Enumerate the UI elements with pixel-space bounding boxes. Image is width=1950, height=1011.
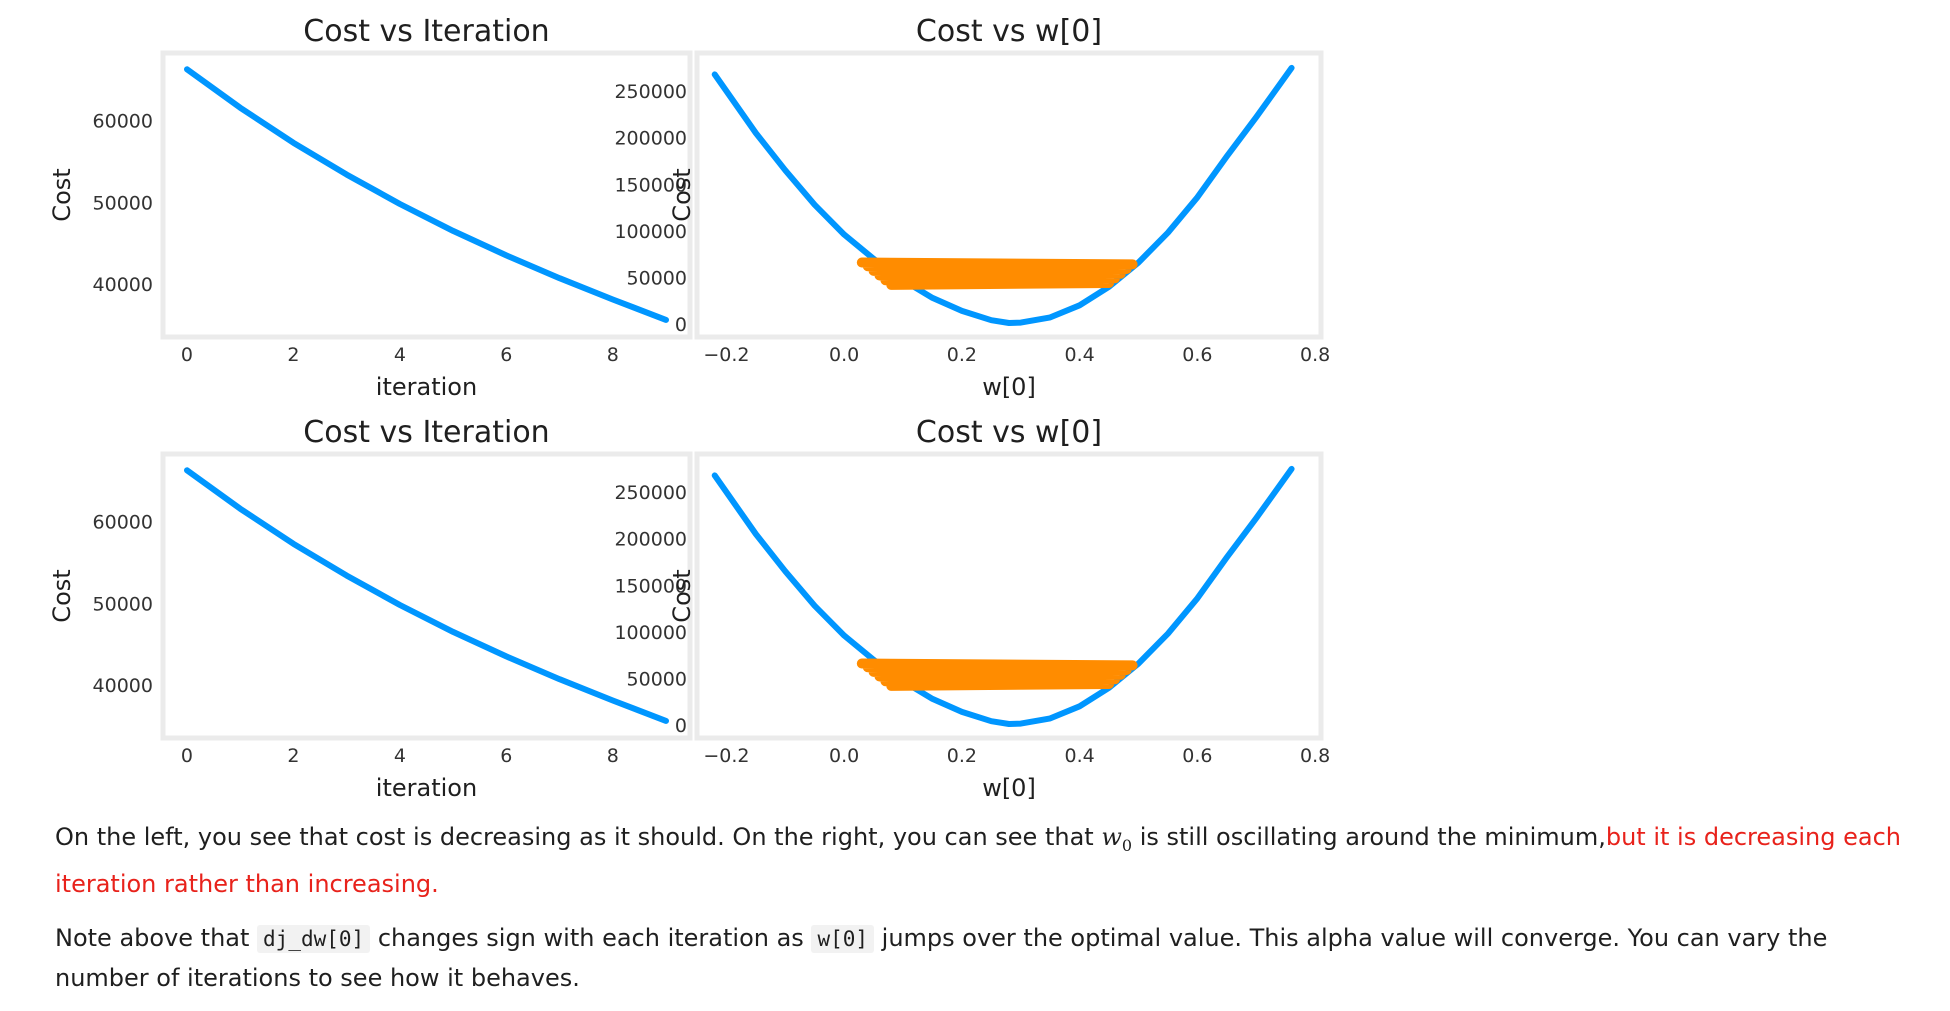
- x-tick-label: 8: [607, 745, 619, 767]
- explanation-paragraph-1: On the left, you see that cost is decrea…: [55, 818, 1925, 904]
- chart-panel-4: Cost vs w[0] −0.2 0.0 0.2 0.4 0.6 0.8 0 50000 100…: [614, 415, 1330, 800]
- y-tick-label: 40000: [93, 274, 153, 296]
- y-tick-label: 200000: [614, 128, 687, 150]
- p1-text-before: On the left, you see that cost is decrea…: [55, 823, 1102, 851]
- plot-frame: [160, 451, 693, 741]
- x-tick-label: 0.2: [947, 344, 977, 366]
- chart-title: Cost vs Iteration: [303, 415, 549, 450]
- p2-text-b: changes sign with each iteration as: [370, 924, 812, 952]
- code-w0: w[0]: [811, 925, 875, 953]
- x-tick-label: −0.2: [703, 745, 749, 767]
- y-tick-label: 50000: [627, 668, 687, 690]
- chart-title: Cost vs Iteration: [303, 14, 549, 49]
- x-tick-label: 2: [287, 745, 299, 767]
- p1-text-after: is still oscillating around the minimum,: [1132, 823, 1606, 851]
- p2-text-c: jumps over the optimal value. This alpha…: [55, 924, 1828, 992]
- y-tick-label: 200000: [614, 529, 687, 551]
- y-tick-label: 0: [675, 314, 687, 336]
- cost-curve-line: [184, 66, 669, 323]
- x-tick-label: 0.2: [947, 745, 977, 767]
- y-axis-label: Cost: [668, 168, 696, 221]
- y-tick-label: 100000: [614, 221, 687, 243]
- y-tick-label: 50000: [93, 593, 153, 615]
- descent-path-line: [856, 257, 1138, 290]
- x-tick-label: −0.2: [703, 344, 749, 366]
- x-tick-label: 0.6: [1182, 344, 1212, 366]
- descent-path-line: [856, 658, 1138, 691]
- x-tick-label: 0.4: [1065, 745, 1095, 767]
- p1-red-highlight: but it is decreasing each iteration rath…: [55, 823, 1901, 898]
- x-tick-label: 8: [607, 344, 619, 366]
- plot-frame: [694, 50, 1324, 340]
- y-tick-label: 150000: [614, 174, 687, 196]
- y-tick-label: 150000: [614, 575, 687, 597]
- x-tick-label: 4: [394, 745, 406, 767]
- w0-math: w0: [1101, 823, 1132, 855]
- x-tick-label: 6: [500, 745, 512, 767]
- x-tick-label: 0.0: [829, 344, 859, 366]
- chart-panel-3: Cost vs Iteration 0 2 4 6 8 40000 50000 60000 ite…: [48, 415, 693, 800]
- y-tick-label: 60000: [93, 512, 153, 534]
- w0-math-base: w: [1101, 823, 1122, 851]
- p2-text-a: Note above that: [55, 924, 258, 952]
- x-tick-label: 6: [500, 344, 512, 366]
- chart-panel-1: Cost vs Iteration 0 2 4 6 8 40000 50000 60000 ite…: [48, 14, 693, 401]
- x-tick-label: 0.8: [1300, 745, 1330, 767]
- y-tick-label: 250000: [614, 81, 687, 103]
- chart-title: Cost vs w[0]: [916, 14, 1102, 49]
- y-tick-label: 50000: [93, 192, 153, 214]
- y-axis-label: Cost: [48, 569, 76, 622]
- chart-panel-2: Cost vs w[0] −0.2 0.0 0.2 0.4 0.6 0.8 0 50000 100…: [614, 14, 1330, 401]
- y-tick-label: 60000: [93, 111, 153, 133]
- x-axis-label: w[0]: [982, 373, 1036, 401]
- y-tick-label: 250000: [614, 482, 687, 504]
- plot-frame: [694, 451, 1324, 741]
- chart-title: Cost vs w[0]: [916, 415, 1102, 450]
- y-tick-label: 50000: [627, 267, 687, 289]
- x-axis-label: w[0]: [982, 774, 1036, 800]
- x-tick-label: 0.8: [1300, 344, 1330, 366]
- code-dj-dw: dj_dw[0]: [257, 925, 371, 953]
- cost-curve-line: [711, 64, 1295, 326]
- y-axis-label: Cost: [48, 168, 76, 221]
- x-axis-label: iteration: [376, 373, 477, 401]
- cost-curve-line: [711, 465, 1295, 727]
- w0-math-subscript: 0: [1121, 835, 1133, 855]
- explanation-paragraph-2: Note above that dj_dw[0] changes sign wi…: [55, 919, 1925, 998]
- x-tick-label: 0: [181, 344, 193, 366]
- y-tick-label: 40000: [93, 675, 153, 697]
- x-axis-label: iteration: [376, 774, 477, 800]
- x-tick-label: 2: [287, 344, 299, 366]
- y-axis-label: Cost: [668, 569, 696, 622]
- figure: Cost vs Iteration 0 2 4 6 8 40000 50000 60000 ite…: [48, 14, 1330, 800]
- y-tick-label: 0: [675, 715, 687, 737]
- y-tick-label: 100000: [614, 622, 687, 644]
- x-tick-label: 0: [181, 745, 193, 767]
- cost-curve-line: [184, 467, 669, 724]
- x-tick-label: 4: [394, 344, 406, 366]
- plot-frame: [160, 50, 693, 340]
- x-tick-label: 0.0: [829, 745, 859, 767]
- x-tick-label: 0.6: [1182, 745, 1212, 767]
- x-tick-label: 0.4: [1065, 344, 1095, 366]
